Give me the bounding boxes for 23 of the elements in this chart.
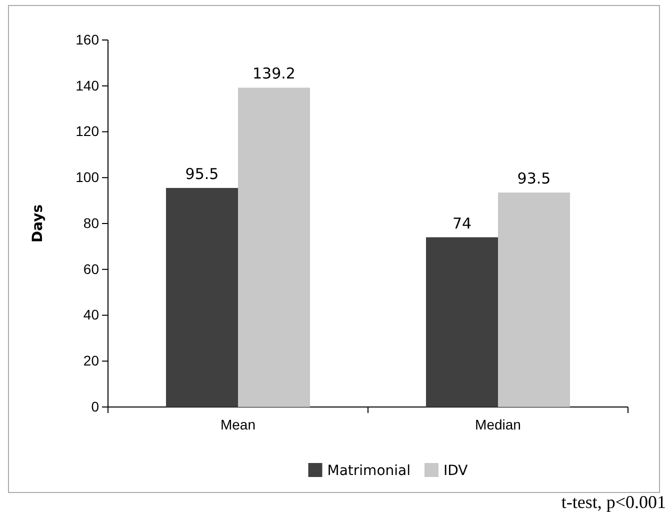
data-label: 93.5 xyxy=(517,170,551,188)
data-label: 139.2 xyxy=(252,64,296,83)
y-tick-label: 80 xyxy=(83,214,100,231)
data-label: 95.5 xyxy=(185,164,219,183)
y-tick-label: 100 xyxy=(76,169,100,186)
y-tick-label: 0 xyxy=(91,398,100,414)
data-label: 74 xyxy=(452,214,472,232)
legend-label: Matrimonial xyxy=(327,463,410,479)
y-tick-label: 120 xyxy=(76,123,100,140)
bar xyxy=(426,237,498,407)
legend-label: IDV xyxy=(443,463,468,479)
bar xyxy=(498,192,570,407)
y-tick-label: 40 xyxy=(83,306,100,323)
x-tick-label: Median xyxy=(475,416,521,433)
x-tick-label: Mean xyxy=(220,416,256,433)
y-tick-label: 160 xyxy=(76,31,100,48)
bar xyxy=(166,188,238,407)
y-axis-title: Days xyxy=(30,204,46,243)
y-tick-label: 20 xyxy=(83,352,100,369)
y-tick-label: 60 xyxy=(83,260,100,277)
bar xyxy=(238,88,310,407)
y-tick-label: 140 xyxy=(76,77,100,94)
text: t-test, p<0.001 xyxy=(561,492,666,512)
